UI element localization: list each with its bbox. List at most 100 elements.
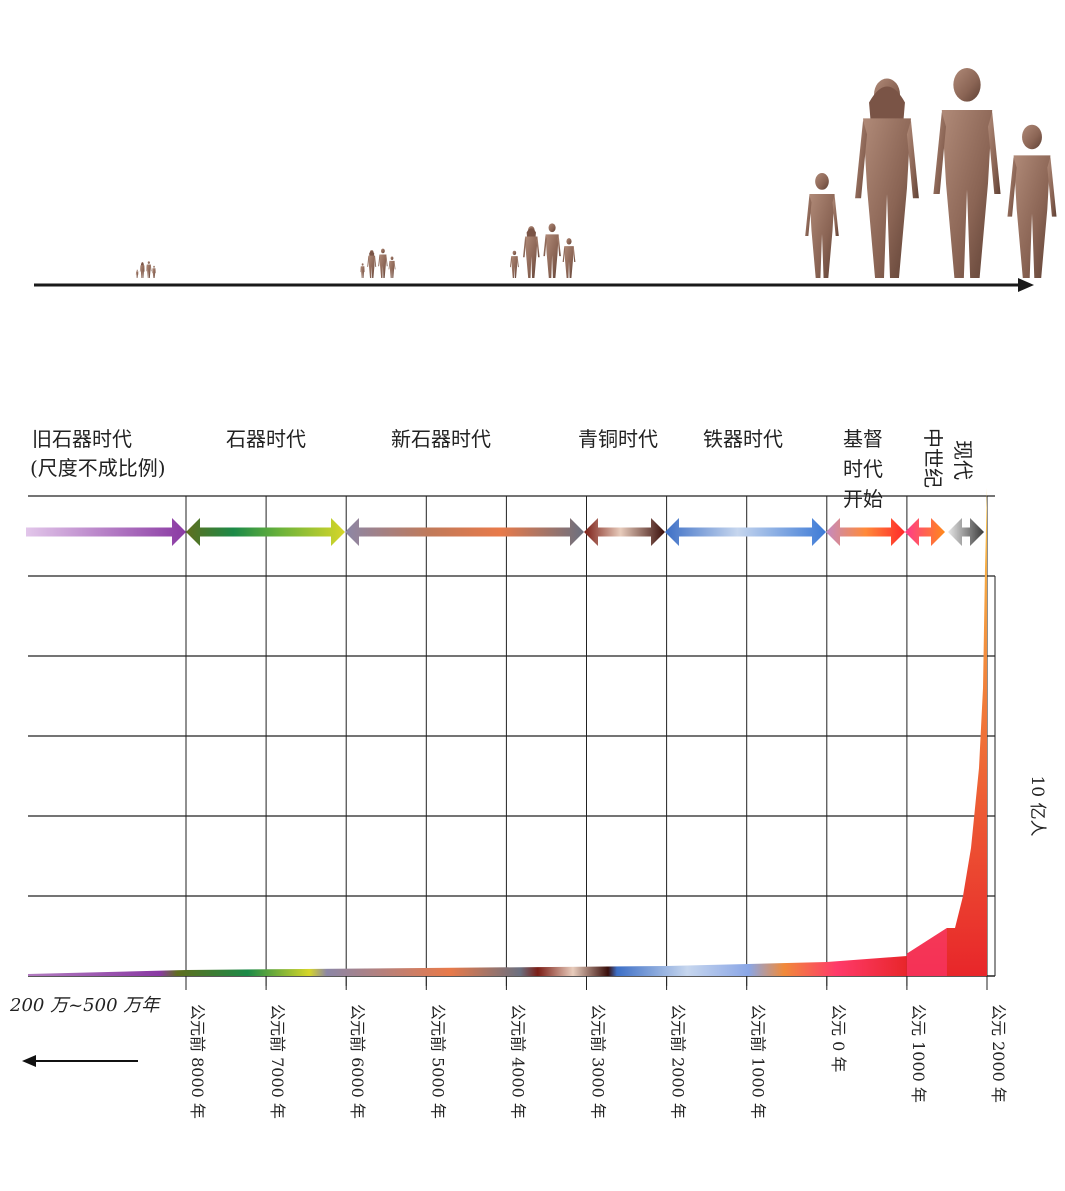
human-group-small [135, 261, 156, 278]
human-group-modern [805, 68, 1057, 279]
era-labels: 旧石器时代 (尺度不成比例) 石器时代 新石器时代 青铜时代 铁器时代 基督时代开始 中世纪现… [30, 427, 975, 511]
person-body [152, 268, 156, 278]
person-head [390, 256, 394, 260]
y-axis-label: 10 亿人 [1027, 775, 1047, 836]
era-arrow-neolithic [345, 518, 584, 546]
population-curve-modern [906, 488, 987, 976]
population-band-early [28, 956, 907, 976]
x-tick-label: 公元 1000 年 [909, 1004, 928, 1103]
back-in-time-arrow [22, 1055, 138, 1067]
person-arm [988, 112, 1001, 194]
x-tick-label: 公元 0 年 [829, 1004, 848, 1072]
era-label-paleolithic: 旧石器时代 [32, 427, 132, 451]
person-body [511, 256, 518, 278]
era-label-neolithic: 新石器时代 [391, 427, 491, 451]
person-arm [155, 268, 156, 274]
person-arm [1007, 156, 1017, 217]
person-body [809, 194, 835, 278]
era-arrow-bronze-age [584, 518, 665, 546]
person-body [525, 236, 538, 278]
person-arm [139, 265, 141, 272]
person-head [548, 223, 556, 233]
chart-grid [28, 495, 996, 986]
person-arm [378, 254, 380, 267]
person-arm [374, 255, 377, 267]
era-label-iron-age: 铁器时代 [703, 427, 783, 451]
era-label-christian-line3: 开始 [843, 487, 883, 511]
x-tick-label: 公元前 7000 年 [268, 1004, 287, 1119]
person-arm [385, 254, 388, 267]
x-axis-ticks: 公元前 8000 年 公元前 7000 年 公元前 6000 年 公元前 5000 年… [185, 976, 1008, 1119]
person-arm [364, 266, 365, 273]
person-arm [1047, 156, 1057, 217]
person-head [815, 173, 829, 190]
person-body [360, 266, 365, 278]
person-head [147, 261, 150, 264]
person-arm [150, 264, 152, 272]
time-range-label: 200 万~500 万年 [9, 995, 161, 1016]
person-arm [152, 268, 153, 274]
era-label-middle-ages: 中世纪 [921, 428, 945, 488]
person-body [545, 234, 559, 278]
person-hair [526, 228, 536, 239]
era-label-scale-note: (尺度不成比例) [30, 456, 166, 480]
person-body [136, 271, 139, 278]
human-group-medium [360, 248, 396, 278]
person-hair [869, 86, 905, 127]
era-label-modern: 现代 [951, 440, 975, 480]
person-arm [394, 261, 396, 270]
top-timeline-arrowhead [1018, 278, 1034, 292]
person-arm [510, 256, 512, 268]
human-group-large [510, 223, 576, 278]
person-head [512, 250, 517, 256]
person-arm [146, 264, 148, 272]
x-tick-label: 公元前 6000 年 [348, 1004, 367, 1119]
person-body [146, 264, 151, 278]
era-arrows [26, 518, 984, 546]
era-arrow-modern [948, 518, 984, 546]
person-arm [832, 195, 839, 236]
x-tick-label: 公元 2000 年 [989, 1004, 1008, 1103]
x-tick-label: 公元前 4000 年 [508, 1004, 527, 1119]
person-head [136, 269, 138, 271]
person-body [564, 246, 574, 278]
person-arm [906, 120, 919, 199]
population-area [28, 488, 987, 976]
x-tick-label: 公元前 2000 年 [669, 1004, 688, 1119]
person-arm [562, 246, 566, 263]
person-body [941, 110, 993, 278]
person-hair [369, 251, 375, 257]
person-arm [855, 120, 868, 199]
era-arrow-paleolithic [26, 518, 186, 546]
x-tick-label: 公元前 1000 年 [749, 1004, 768, 1119]
person-head [380, 248, 385, 254]
top-timeline [34, 68, 1057, 292]
person-body [368, 255, 376, 278]
person-body [389, 260, 395, 278]
person-arm [543, 234, 547, 257]
era-arrow-christian-era [826, 518, 905, 546]
person-arm [135, 271, 137, 275]
person-head [153, 265, 155, 268]
person-arm [143, 265, 145, 272]
person-arm [805, 195, 812, 236]
era-label-stone-age: 石器时代 [226, 427, 306, 451]
x-tick-label: 公元前 5000 年 [428, 1004, 447, 1119]
person-arm [572, 246, 576, 263]
person-arm [933, 112, 946, 194]
person-body [140, 265, 145, 278]
person-arm [523, 237, 527, 258]
x-tick-label: 公元前 3000 年 [589, 1004, 608, 1119]
person-arm [360, 266, 362, 273]
person-arm [557, 234, 561, 257]
person-arm [138, 271, 139, 275]
era-arrow-stone-age [186, 518, 345, 546]
era-label-christian-line1: 基督 [843, 427, 883, 451]
person-arm [536, 237, 540, 258]
population-curve-medieval [906, 928, 947, 976]
era-arrow-middle-ages [905, 518, 945, 546]
person-arm [388, 261, 390, 270]
person-hair [140, 262, 144, 266]
